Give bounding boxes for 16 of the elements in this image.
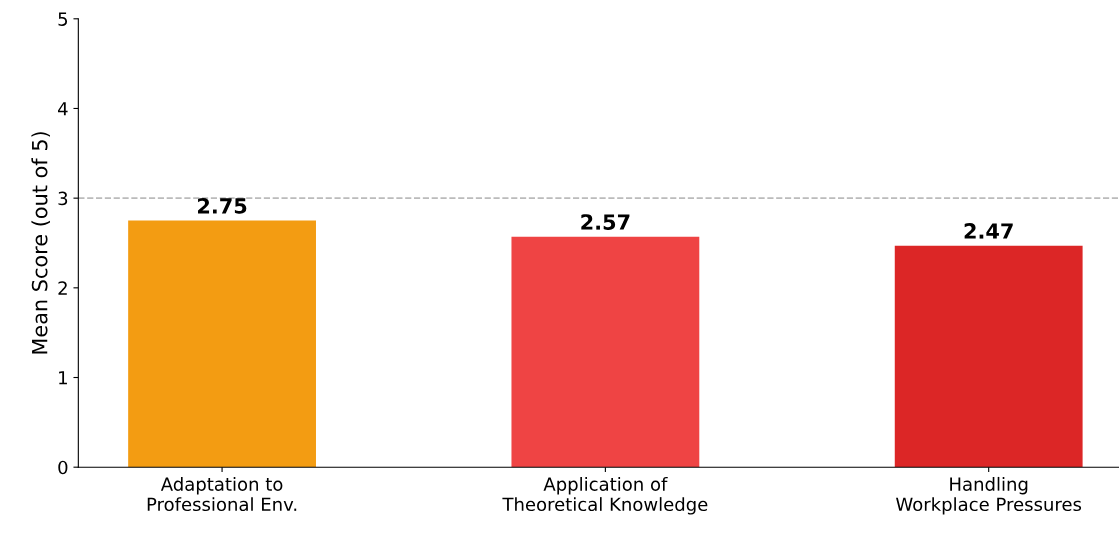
data-label: 2.57 bbox=[581, 214, 630, 230]
x-tick-label: Adaptation to Professional Env. bbox=[147, 476, 297, 512]
y-tick-label: 2 bbox=[58, 281, 67, 295]
y-tick-label: 3 bbox=[58, 191, 68, 206]
y-tick-label: 4 bbox=[58, 102, 68, 116]
y-tick-label: 5 bbox=[58, 12, 68, 26]
data-label: 2.75 bbox=[198, 198, 247, 214]
y-tick-label: 1 bbox=[59, 371, 67, 385]
bar bbox=[894, 245, 1083, 468]
x-tick-label: Handling Workplace Pressures bbox=[896, 476, 1082, 515]
bar bbox=[511, 236, 700, 468]
data-label: 2.47 bbox=[964, 223, 1013, 239]
y-axis-title: Mean Score (out of 5) bbox=[31, 132, 50, 354]
bar bbox=[128, 220, 316, 468]
x-tick-label: Application of Theoretical Knowledge bbox=[502, 476, 708, 515]
y-tick-label: 0 bbox=[58, 460, 68, 475]
